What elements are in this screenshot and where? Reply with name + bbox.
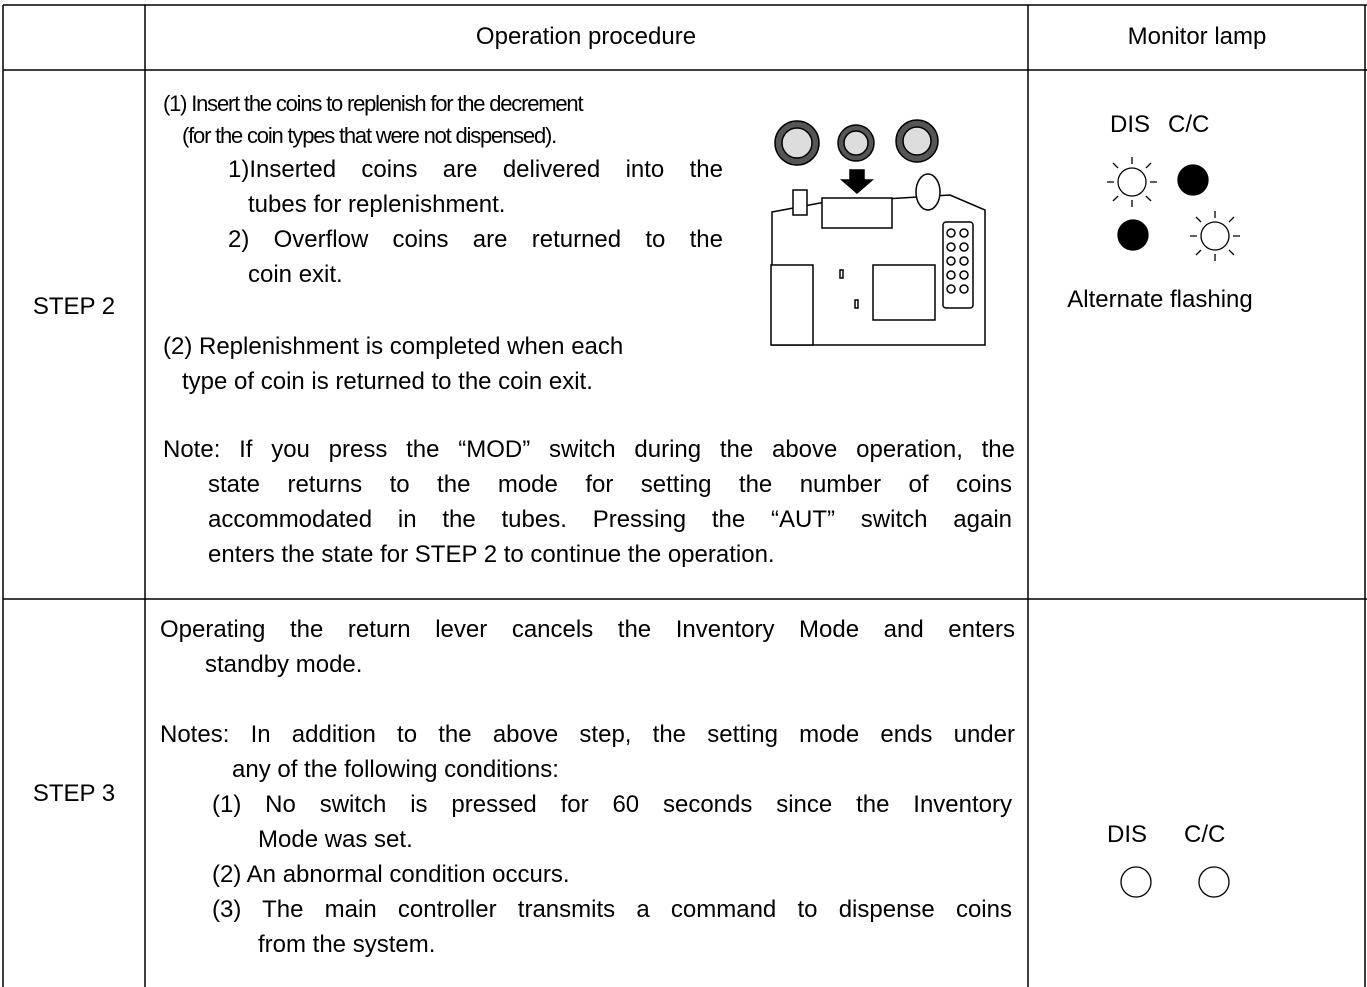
- lamps: [1107, 157, 1240, 898]
- header-cell: Monitor lamp: [1127, 23, 1267, 50]
- procedure-line: (1) No switch is pressed for 60 seconds …: [212, 791, 1012, 818]
- procedure-line: Note: If you press the “MOD” switch duri…: [163, 436, 1015, 463]
- lamp-label: C/C: [1184, 821, 1226, 848]
- procedure-line: tubes for replenishment.: [248, 191, 506, 218]
- header-cell: Operation procedure: [475, 23, 697, 50]
- procedure-line: 2) Overflow coins are returned to the: [228, 226, 723, 253]
- lamp-label: DIS: [1110, 111, 1151, 138]
- procedure-line: (2) Replenishment is completed when each: [163, 333, 624, 360]
- procedure-line: (2) An abnormal condition occurs.: [212, 861, 570, 888]
- procedure-line: coin exit.: [248, 261, 343, 288]
- step-label: STEP 3: [32, 780, 116, 807]
- lamp-label: C/C: [1168, 111, 1210, 138]
- procedure-line: Notes: In addition to the above step, th…: [160, 721, 1015, 748]
- procedure-line: (3) The main controller transmits a comm…: [212, 896, 1012, 923]
- step-label: STEP 2: [32, 293, 116, 320]
- procedure-line: accommodated in the tubes. Pressing the …: [208, 506, 1012, 533]
- procedure-line: state returns to the mode for setting th…: [208, 471, 1012, 498]
- procedure-line: from the system.: [258, 931, 436, 958]
- procedure-line: type of coin is returned to the coin exi…: [182, 368, 593, 395]
- procedure-line: 1)Inserted coins are delivered into the: [228, 156, 723, 183]
- procedure-line: (1) Insert the coins to replenish for th…: [163, 91, 584, 116]
- procedure-line: Operating the return lever cancels the I…: [160, 616, 1015, 643]
- procedure-line: enters the state for STEP 2 to continue …: [208, 541, 775, 568]
- lamp-label: DIS: [1107, 821, 1148, 848]
- coin-mech-illustration: [770, 119, 986, 346]
- procedure-line: any of the following conditions:: [232, 756, 559, 783]
- procedure-line: (for the coin types that were not dispen…: [182, 123, 557, 148]
- lamp-caption: Alternate flashing: [1067, 286, 1253, 313]
- procedure-line: standby mode.: [205, 651, 363, 678]
- procedure-line: Mode was set.: [258, 826, 413, 853]
